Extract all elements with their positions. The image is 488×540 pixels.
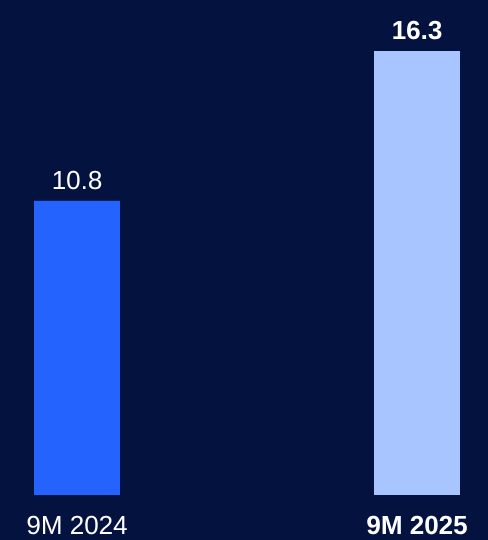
category-label: 9M 2024 (26, 510, 127, 540)
value-label: 10.8 (52, 165, 103, 195)
bar-9m-2025 (374, 51, 460, 495)
category-label: 9M 2025 (366, 510, 467, 540)
value-label: 16.3 (392, 15, 443, 45)
bar-9m-2024 (34, 200, 120, 495)
